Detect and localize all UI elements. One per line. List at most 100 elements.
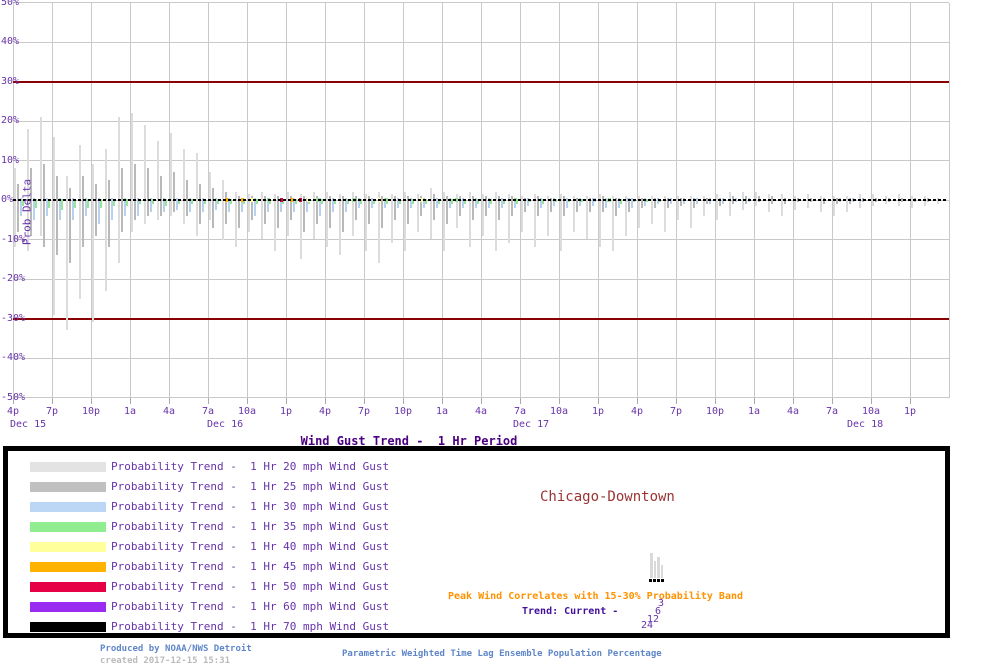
bar-25mph [43,164,45,248]
bar-20mph [820,196,822,212]
bar-20mph [781,194,783,216]
bar-30mph [33,198,35,220]
legend-row: Probability Trend - 1 Hr 25 mph Wind Gus… [8,481,945,494]
bar-20mph [300,194,302,260]
bar-25mph [381,196,383,228]
bar-30mph [241,198,243,212]
bar-35mph [438,198,440,204]
bar-25mph [264,196,266,224]
bar-20mph [53,136,55,315]
bar-20mph [573,196,575,232]
bar-25mph [316,196,318,224]
lag-hour-label: 24 [641,620,654,631]
bar-20mph [638,196,640,228]
bar-30mph [371,198,373,208]
bar-35mph [113,198,115,206]
date-label: Dec 18 [847,419,884,430]
x-tick [246,397,248,404]
bar-20mph [365,194,367,252]
bar-25mph [693,198,695,208]
inset-zero-dash [653,579,656,582]
bar-20mph [131,113,133,232]
bar-30mph [319,198,321,216]
bar-30mph [306,198,308,212]
bar-20mph [794,196,796,210]
bar-35mph [620,198,622,204]
bar-25mph [641,198,643,208]
date-label: Dec 17 [513,419,550,430]
bar-20mph [651,196,653,224]
legend-label: Probability Trend - 1 Hr 30 mph Wind Gus… [111,500,390,513]
zero-line [13,198,947,201]
bar-35mph [178,198,180,204]
bar-30mph [163,198,165,212]
bar-20mph [339,194,341,256]
bar-25mph [628,198,630,212]
x-tick [12,397,14,404]
legend-swatch-25mph [30,482,106,492]
x-tick [636,397,638,404]
bar-20mph [196,152,198,236]
x-tick-label: 7p [45,406,59,417]
bar-30mph [696,198,698,204]
bar-25mph [95,184,97,236]
bar-20mph [209,172,211,220]
bar-20mph [456,194,458,228]
bar-35mph [412,198,414,204]
bar-35mph [217,198,219,204]
bar-30mph [423,198,425,208]
x-tick [441,397,443,404]
bar-30mph [280,198,282,212]
bar-30mph [345,198,347,212]
bar-25mph [823,198,825,204]
y-tick-label: -10% [1,233,26,245]
x-tick-label: 10p [393,406,413,417]
bar-35mph [295,198,297,204]
inset-trend-bar [657,557,660,578]
bar-35mph [256,198,258,204]
bar-35mph [126,198,128,206]
legend-label: Probability Trend - 1 Hr 50 mph Wind Gus… [111,580,390,593]
bar-30mph [410,198,412,208]
bar-20mph [287,192,289,236]
bar-20mph [482,194,484,236]
x-tick-label: 1p [591,406,605,417]
inset-trend-bar [660,565,663,578]
bar-25mph [667,198,669,208]
bar-35mph [334,198,336,204]
bar-30mph [358,198,360,208]
x-tick [207,397,209,404]
x-tick [168,397,170,404]
bar-25mph [147,168,149,216]
bar-25mph [446,196,448,224]
bar-20mph [521,196,523,232]
bar-35mph [243,198,245,204]
legend-row: Probability Trend - 1 Hr 40 mph Wind Gus… [8,541,945,554]
chart-title: Wind Gust Trend - 1 Hr Period [300,434,518,448]
y-tick-label: 30% [1,75,20,87]
y-tick-label: 0% [1,194,14,205]
bar-30mph [436,198,438,208]
bar-35mph [87,198,89,208]
bar-25mph [784,198,786,204]
bar-35mph [165,198,167,206]
bar-25mph [537,196,539,216]
x-tick [51,397,53,404]
bar-35mph [100,198,102,208]
bar-20mph [430,188,432,240]
bar-25mph [849,198,851,204]
legend-swatch-35mph [30,522,106,532]
lag-hour-label: 12 [647,614,660,625]
x-tick [909,397,911,404]
x-tick-label: 7p [669,406,683,417]
bar-30mph [72,198,74,220]
bar-20mph [183,148,185,224]
x-tick [792,397,794,404]
y-tick-label: -20% [1,273,26,284]
bar-20mph [625,196,627,236]
legend-label: Probability Trend - 1 Hr 60 mph Wind Gus… [111,600,390,613]
bar-20mph [79,144,81,299]
x-tick [480,397,482,404]
x-tick-label: 10a [237,406,257,417]
